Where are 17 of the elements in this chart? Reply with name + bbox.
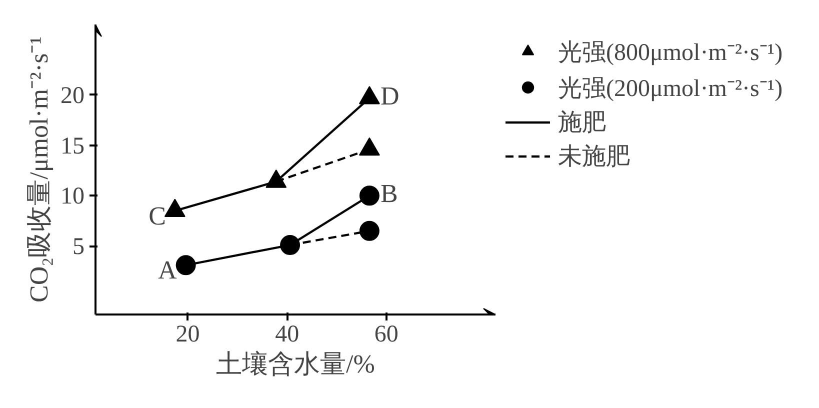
- annotation: D: [380, 82, 400, 111]
- legend-label: 施肥: [558, 109, 606, 138]
- y-tick-label: 20: [60, 82, 84, 109]
- legend-label: 未施肥: [558, 143, 630, 172]
- x-tick-label: 40: [275, 322, 300, 348]
- x-tick-label: 20: [176, 322, 200, 348]
- y-tick-label: 5: [72, 234, 84, 260]
- legend-label: 光强(200μmol·m⁻²·s⁻¹): [558, 75, 783, 104]
- annotation: C: [148, 201, 166, 230]
- y-tick-label: 10: [60, 184, 84, 210]
- annotation: B: [380, 179, 398, 208]
- x-axis-title: 土壤含水量/%: [216, 350, 375, 378]
- annotation: A: [158, 256, 178, 285]
- x-tick-label: 60: [374, 322, 398, 348]
- y-axis-title: CO₂吸收量/μmol·m⁻²·s⁻¹: [24, 36, 54, 303]
- y-tick-label: 15: [60, 133, 84, 160]
- legend-label: 光强(800μmol·m⁻²·s⁻¹): [558, 39, 783, 68]
